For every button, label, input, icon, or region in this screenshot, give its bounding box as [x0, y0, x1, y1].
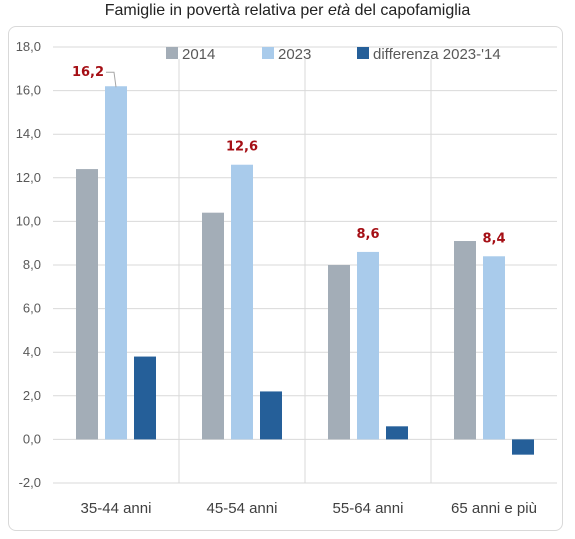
legend-difference-label: differenza 2023-'14: [373, 46, 501, 63]
legend-difference-swatch: [357, 47, 369, 59]
y-tick-label: 6,0: [23, 301, 41, 316]
bar-2014: [454, 241, 476, 440]
y-tick-label: 2,0: [23, 388, 41, 403]
bar-difference: [512, 439, 534, 455]
legend-2023-label: 2023: [278, 46, 311, 63]
y-tick-label: 18,0: [16, 39, 41, 54]
y-tick-label: 10,0: [16, 213, 41, 228]
bar-difference: [134, 356, 156, 440]
x-category-label: 65 anni e più: [451, 500, 537, 517]
chart-frame: [8, 26, 563, 531]
y-tick-label: 4,0: [23, 344, 41, 359]
bar-2023: [231, 164, 253, 440]
bar-difference: [260, 391, 282, 440]
y-tick-label: 14,0: [16, 126, 41, 141]
y-tick-label: 8,0: [23, 257, 41, 272]
chart-title: Famiglie in povertà relativa per età del…: [0, 2, 575, 20]
y-tick-label: 16,0: [16, 83, 41, 98]
data-label-2023: 16,2: [72, 65, 104, 80]
bar-difference: [386, 426, 408, 440]
chart-title-emphasis: età: [327, 2, 351, 19]
bar-2023: [105, 86, 127, 440]
bar-2023: [483, 256, 505, 440]
x-category-label: 55-64 anni: [333, 500, 404, 517]
x-category-label: 35-44 anni: [81, 500, 152, 517]
bar-2014: [328, 265, 350, 440]
data-label-2023: 8,6: [356, 227, 379, 242]
legend-2014-label: 2014: [182, 46, 215, 63]
data-label-2023: 12,6: [226, 140, 258, 155]
legend-2023-swatch: [262, 47, 274, 59]
y-tick-label: 0,0: [23, 431, 41, 446]
bar-2014: [202, 212, 224, 440]
legend-2014-swatch: [166, 47, 178, 59]
chart-title-part-2: del capofamiglia: [350, 2, 471, 19]
x-category-label: 45-54 anni: [207, 500, 278, 517]
bar-2014: [76, 169, 98, 440]
data-label-leader-line: [106, 71, 117, 88]
data-label-2023: 8,4: [482, 231, 505, 246]
chart-title-part-1: Famiglie in povertà relativa per: [104, 2, 328, 19]
y-tick-label: 12,0: [16, 170, 41, 185]
y-tick-label: -2,0: [19, 475, 41, 490]
bar-2023: [357, 251, 379, 440]
